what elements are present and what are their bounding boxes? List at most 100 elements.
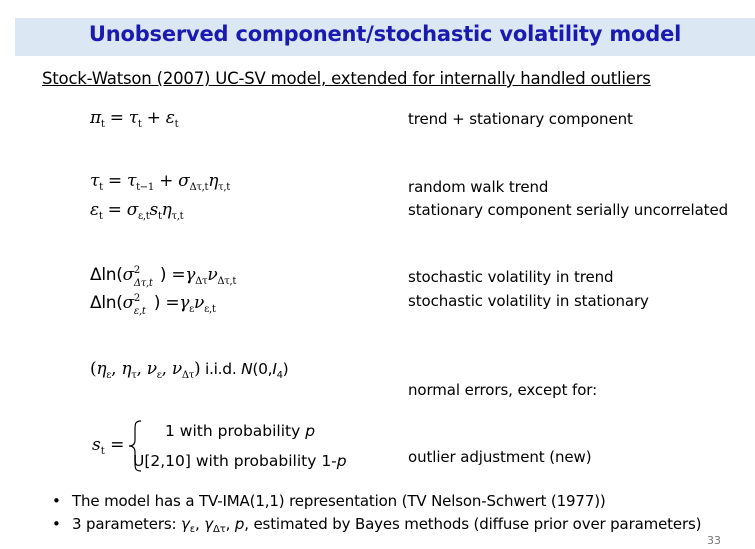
equals-sign: = — [160, 293, 180, 313]
slide-subtitle: Stock-Watson (2007) UC-SV model, extende… — [42, 69, 651, 88]
subscript: Δτ — [213, 524, 226, 535]
delta-ln: Δln( — [90, 293, 123, 313]
epsilon-symbol: ε — [165, 108, 175, 128]
sigma-symbol: σ — [122, 265, 135, 285]
subscript: t — [157, 211, 162, 222]
description-stationary: stationary component serially uncorrelat… — [408, 201, 728, 219]
iid-text: i.i.d. — [200, 360, 242, 378]
subscript: Δτ — [181, 370, 195, 381]
normal-symbol: N — [241, 360, 253, 378]
nu-symbol: ν — [207, 265, 218, 285]
close-paren: ) — [159, 265, 167, 285]
equals-sign: = — [104, 108, 129, 128]
subscript: Δτ,t — [217, 276, 237, 287]
bullet-item: • The model has a TV-IMA(1,1) representat… — [52, 490, 701, 513]
subscript: ε,t — [133, 306, 146, 317]
bullet-text-post: , estimated by Bayes methods (diffuse pr… — [244, 515, 702, 533]
subscript: t — [99, 182, 103, 193]
gamma-symbol: γ — [185, 265, 196, 285]
bullet-list: • The model has a TV-IMA(1,1) representat… — [52, 490, 702, 541]
comma: , — [225, 515, 235, 533]
subscript: ε — [189, 304, 195, 315]
subscript: t — [98, 211, 103, 222]
description-decomposition: trend + stationary component — [408, 110, 633, 128]
outlier-variable: st = — [92, 435, 124, 457]
sigma-symbol: σ — [126, 200, 139, 220]
bullet-text-pre: 3 parameters: — [72, 515, 182, 533]
comma: , — [161, 359, 172, 379]
description-sv-stationary: stochastic volatility in stationary — [408, 292, 649, 310]
equation-stationary: εt = σε,tstητ,t — [90, 200, 184, 222]
equation-decomposition: πt = τt + εt — [90, 108, 179, 130]
eta-symbol: η — [96, 359, 107, 379]
subscript: t−1 — [136, 182, 154, 193]
sigma-symbol: σ — [122, 293, 135, 313]
comma: , — [195, 515, 205, 533]
gamma-symbol: γ — [204, 515, 214, 533]
page-number: 33 — [707, 534, 721, 547]
case-two-text: U[2,10] with probability 1- — [133, 452, 337, 470]
s-symbol: s — [92, 435, 101, 455]
equals-sign: = — [166, 265, 186, 285]
description-outlier: outlier adjustment (new) — [408, 448, 592, 466]
close-paren: ) — [194, 359, 201, 379]
subscript: ε — [189, 524, 196, 535]
case-two-var: p — [336, 452, 347, 470]
equation-errors: (ηε, ητ, νε, νΔτ) i.i.d. N(0,I4) — [90, 359, 289, 381]
bullet-marker: • — [52, 515, 61, 533]
nu-symbol: ν — [171, 359, 182, 379]
case-one: 1 with probability p — [165, 422, 315, 440]
close-paren: ) — [282, 360, 289, 378]
equals-sign: = — [102, 200, 127, 220]
bullet-text: The model has a TV-IMA(1,1) representati… — [72, 492, 606, 510]
identity-symbol: I — [272, 360, 277, 378]
eta-symbol: η — [208, 171, 219, 191]
comma: , — [136, 359, 147, 379]
case-two: U[2,10] with probability 1-p — [133, 452, 347, 470]
sup-sub-pair: 2 ε,t — [134, 293, 154, 317]
equation-sv-stationary: Δln(σ 2 ε,t) =γενε,t — [90, 293, 216, 317]
superscript: 2 — [133, 293, 140, 304]
slide-title: Unobserved component/stochastic volatili… — [88, 22, 682, 46]
p-symbol: p — [234, 515, 245, 533]
case-one-var: p — [305, 422, 316, 440]
plus-sign: + — [153, 171, 179, 191]
subscript: ε,t — [204, 304, 216, 315]
comma: , — [111, 359, 122, 379]
subscript: t — [100, 446, 105, 457]
description-random-walk: random walk trend — [408, 178, 549, 196]
subscript: τ — [131, 370, 137, 381]
bullet-marker: • — [52, 492, 61, 510]
subscript: t — [137, 119, 142, 130]
subscript: Δτ,t — [133, 278, 153, 289]
subscript: Δτ,t — [189, 182, 209, 193]
subscript: τ,t — [171, 211, 184, 222]
nu-symbol: ν — [194, 293, 205, 313]
delta-ln: Δln( — [90, 265, 123, 285]
description-errors: normal errors, except for: — [408, 381, 598, 399]
left-brace-icon — [128, 420, 142, 472]
description-sv-trend: stochastic volatility in trend — [408, 268, 614, 286]
s-symbol: s — [149, 200, 159, 220]
gamma-symbol: γ — [181, 515, 190, 533]
case-one-text: 1 with probability — [165, 422, 306, 440]
normal-args: (0, — [252, 360, 273, 378]
pi-symbol: π — [90, 108, 101, 128]
open-paren: ( — [90, 359, 97, 379]
title-bar — [15, 18, 755, 56]
superscript: 2 — [133, 265, 140, 276]
epsilon-symbol: ε — [90, 200, 99, 220]
eta-symbol: η — [161, 200, 172, 220]
bullet-item: • 3 parameters: γε, γΔτ, p, estimated by … — [52, 513, 702, 541]
subscript: 4 — [276, 370, 283, 381]
subscript: ε — [156, 370, 162, 381]
subscript: t — [174, 119, 179, 130]
tau-symbol: τ — [126, 171, 137, 191]
nu-symbol: ν — [146, 359, 157, 379]
tau-symbol: τ — [128, 108, 138, 128]
plus-sign: + — [141, 108, 166, 128]
subscript: τ,t — [218, 182, 230, 193]
subscript: t — [100, 119, 105, 130]
close-paren: ) — [153, 293, 161, 313]
equation-random-walk: τt = τt−1 + σΔτ,tητ,t — [90, 171, 230, 193]
